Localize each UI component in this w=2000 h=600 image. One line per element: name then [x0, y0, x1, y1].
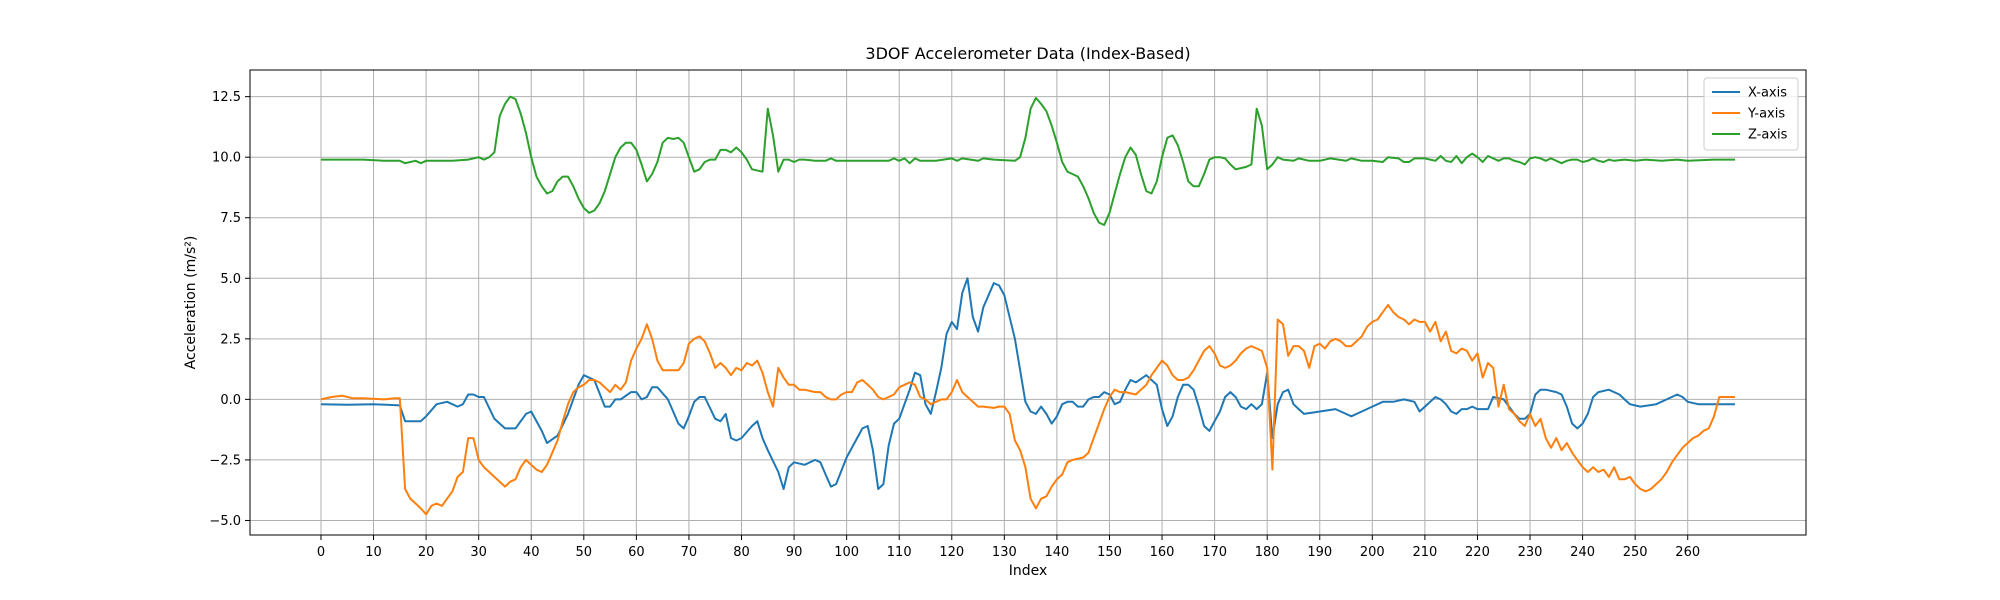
x-tick-label: 200: [1360, 545, 1385, 560]
x-tick-label: 130: [992, 545, 1017, 560]
series-line-x-axis: [320, 277, 1735, 490]
legend-label: X-axis: [1748, 86, 1787, 101]
plot-frame: [249, 69, 1807, 536]
x-tick-label: 70: [681, 545, 698, 560]
x-tick-label: 150: [1097, 545, 1122, 560]
x-tick-label: 90: [786, 545, 803, 560]
x-tick-label: 210: [1412, 545, 1437, 560]
x-tick-label: 60: [628, 545, 645, 560]
x-tick-label: 40: [523, 545, 540, 560]
series-lines: [320, 95, 1735, 516]
legend-label: Z-axis: [1748, 128, 1788, 143]
y-tick-label: 5.0: [220, 272, 241, 287]
x-tick-label: 170: [1202, 545, 1227, 560]
series-line-z-axis: [321, 95, 1735, 226]
x-axis-label: Index: [1009, 563, 1048, 579]
x-tick-label: 20: [418, 545, 435, 560]
x-tick-label: 0: [317, 545, 325, 560]
x-tick-label: 30: [470, 545, 487, 560]
x-tick-label: 190: [1307, 545, 1332, 560]
x-tick-label: 180: [1255, 545, 1280, 560]
y-tick-label: 0.0: [220, 393, 241, 408]
legend-box: [1703, 77, 1799, 151]
y-tick-label: −5.0: [209, 514, 241, 529]
y-tick-label: 10.0: [212, 151, 241, 166]
x-tick-label: 250: [1623, 545, 1648, 560]
x-tick-label: 50: [576, 545, 593, 560]
x-tick-label: 220: [1465, 545, 1490, 560]
x-tick-label: 230: [1518, 545, 1543, 560]
chart-title: 3DOF Accelerometer Data (Index-Based): [865, 44, 1190, 63]
grid-lines: [250, 70, 1806, 535]
x-tick-label: 80: [733, 545, 750, 560]
x-tick-label: 100: [834, 545, 859, 560]
legend: X-axis Y-axis Z-axis: [1703, 77, 1799, 151]
x-tick-label: 160: [1150, 545, 1175, 560]
y-tick-label: −2.5: [209, 453, 241, 468]
y-tick-label: 7.5: [220, 211, 241, 226]
x-tick-label: 140: [1044, 545, 1069, 560]
x-tick-label: 260: [1675, 545, 1700, 560]
x-tick-label: 10: [365, 545, 382, 560]
y-tick-label: 12.5: [212, 90, 241, 105]
series-line-y-axis: [320, 303, 1735, 516]
y-tick-label: 2.5: [220, 332, 241, 347]
x-tick-label: 240: [1570, 545, 1595, 560]
legend-label: Y-axis: [1747, 107, 1785, 122]
y-axis-label: Acceleration (m/s²): [183, 236, 199, 370]
x-ticks: 0 10 20 30 40 50 60 70 80 90 100 110 120 130 140 150 160…: [317, 535, 1700, 560]
x-tick-label: 110: [887, 545, 912, 560]
x-tick-label: 120: [939, 545, 964, 560]
y-ticks: −5.0 −2.5 0.0 2.5 5.0 7.5 10.0 12.5: [209, 90, 250, 529]
